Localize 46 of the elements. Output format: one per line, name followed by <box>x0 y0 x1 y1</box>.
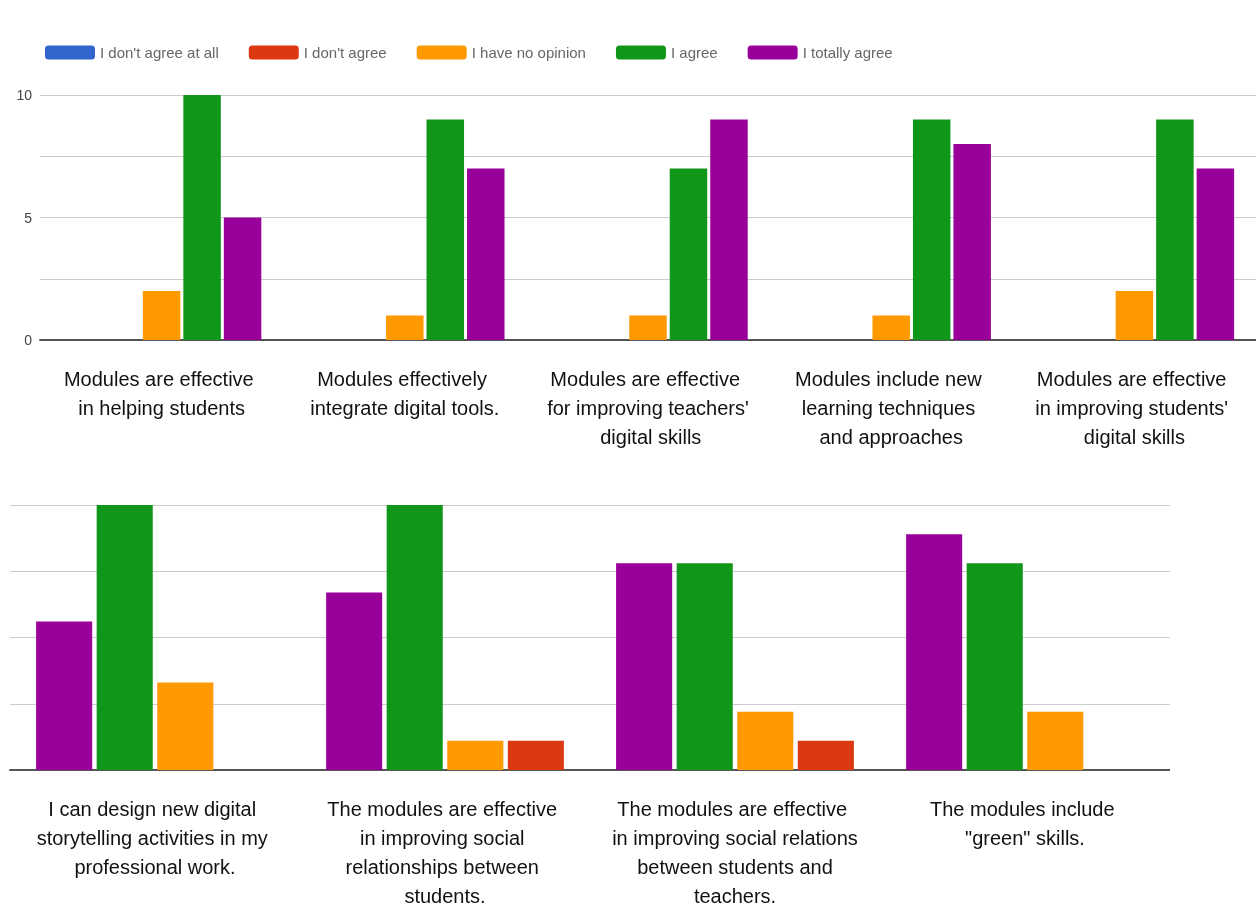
bar <box>1196 168 1235 340</box>
bar <box>386 505 443 770</box>
legend-label: I agree <box>670 44 718 61</box>
x-tick-label: The modules are effective in improving social relationships between students. <box>327 797 563 907</box>
y-tick-label: 0 <box>24 332 33 348</box>
bar <box>467 168 505 340</box>
x-tick-label: The modules are effective in improving social relations between students and teachers. <box>612 797 858 907</box>
legend-label: I don't agree <box>303 44 387 61</box>
bar <box>616 563 673 770</box>
bar <box>1115 291 1154 340</box>
bar <box>953 144 991 340</box>
bar <box>966 563 1023 770</box>
legend-label: I have no opinion <box>471 44 586 61</box>
bar <box>36 621 93 770</box>
bar <box>223 217 262 340</box>
bar <box>426 119 465 340</box>
bar <box>142 291 181 340</box>
legend-label: I totally agree <box>802 44 893 61</box>
bar <box>386 315 424 340</box>
bar <box>507 740 564 770</box>
y-tick-label: 10 <box>16 87 33 103</box>
x-tick-label: The modules include "green" skills. <box>929 797 1121 849</box>
bar <box>326 592 383 770</box>
x-tick-label: I can design new digital storytelling activities in my professional work. <box>36 797 274 878</box>
bar <box>1027 711 1084 770</box>
x-tick-label: Modules are effective in helping students <box>63 367 260 419</box>
bar <box>669 168 708 340</box>
bar <box>710 119 748 340</box>
bar <box>447 740 504 770</box>
y-tick-label: 5 <box>24 209 33 226</box>
bar <box>737 711 794 770</box>
bar <box>906 534 963 770</box>
bar <box>157 682 214 770</box>
bar <box>912 119 951 340</box>
bar <box>96 505 153 770</box>
bar <box>797 740 854 770</box>
bar <box>1156 119 1194 340</box>
x-tick-label: Modules include new learning techniques and approaches <box>795 367 988 448</box>
x-tick-label: Modules are effective for improving teachers' digital skills <box>547 367 749 448</box>
x-tick-label: Modules are effective in improving students' digital skills <box>1035 367 1234 448</box>
bar <box>629 315 667 340</box>
bar <box>183 95 221 340</box>
x-tick-label: Modules effectively integrate digital tools. <box>310 367 500 419</box>
legend-label: I don't agree at all <box>100 44 219 61</box>
bar <box>676 563 733 770</box>
bar <box>872 315 910 340</box>
